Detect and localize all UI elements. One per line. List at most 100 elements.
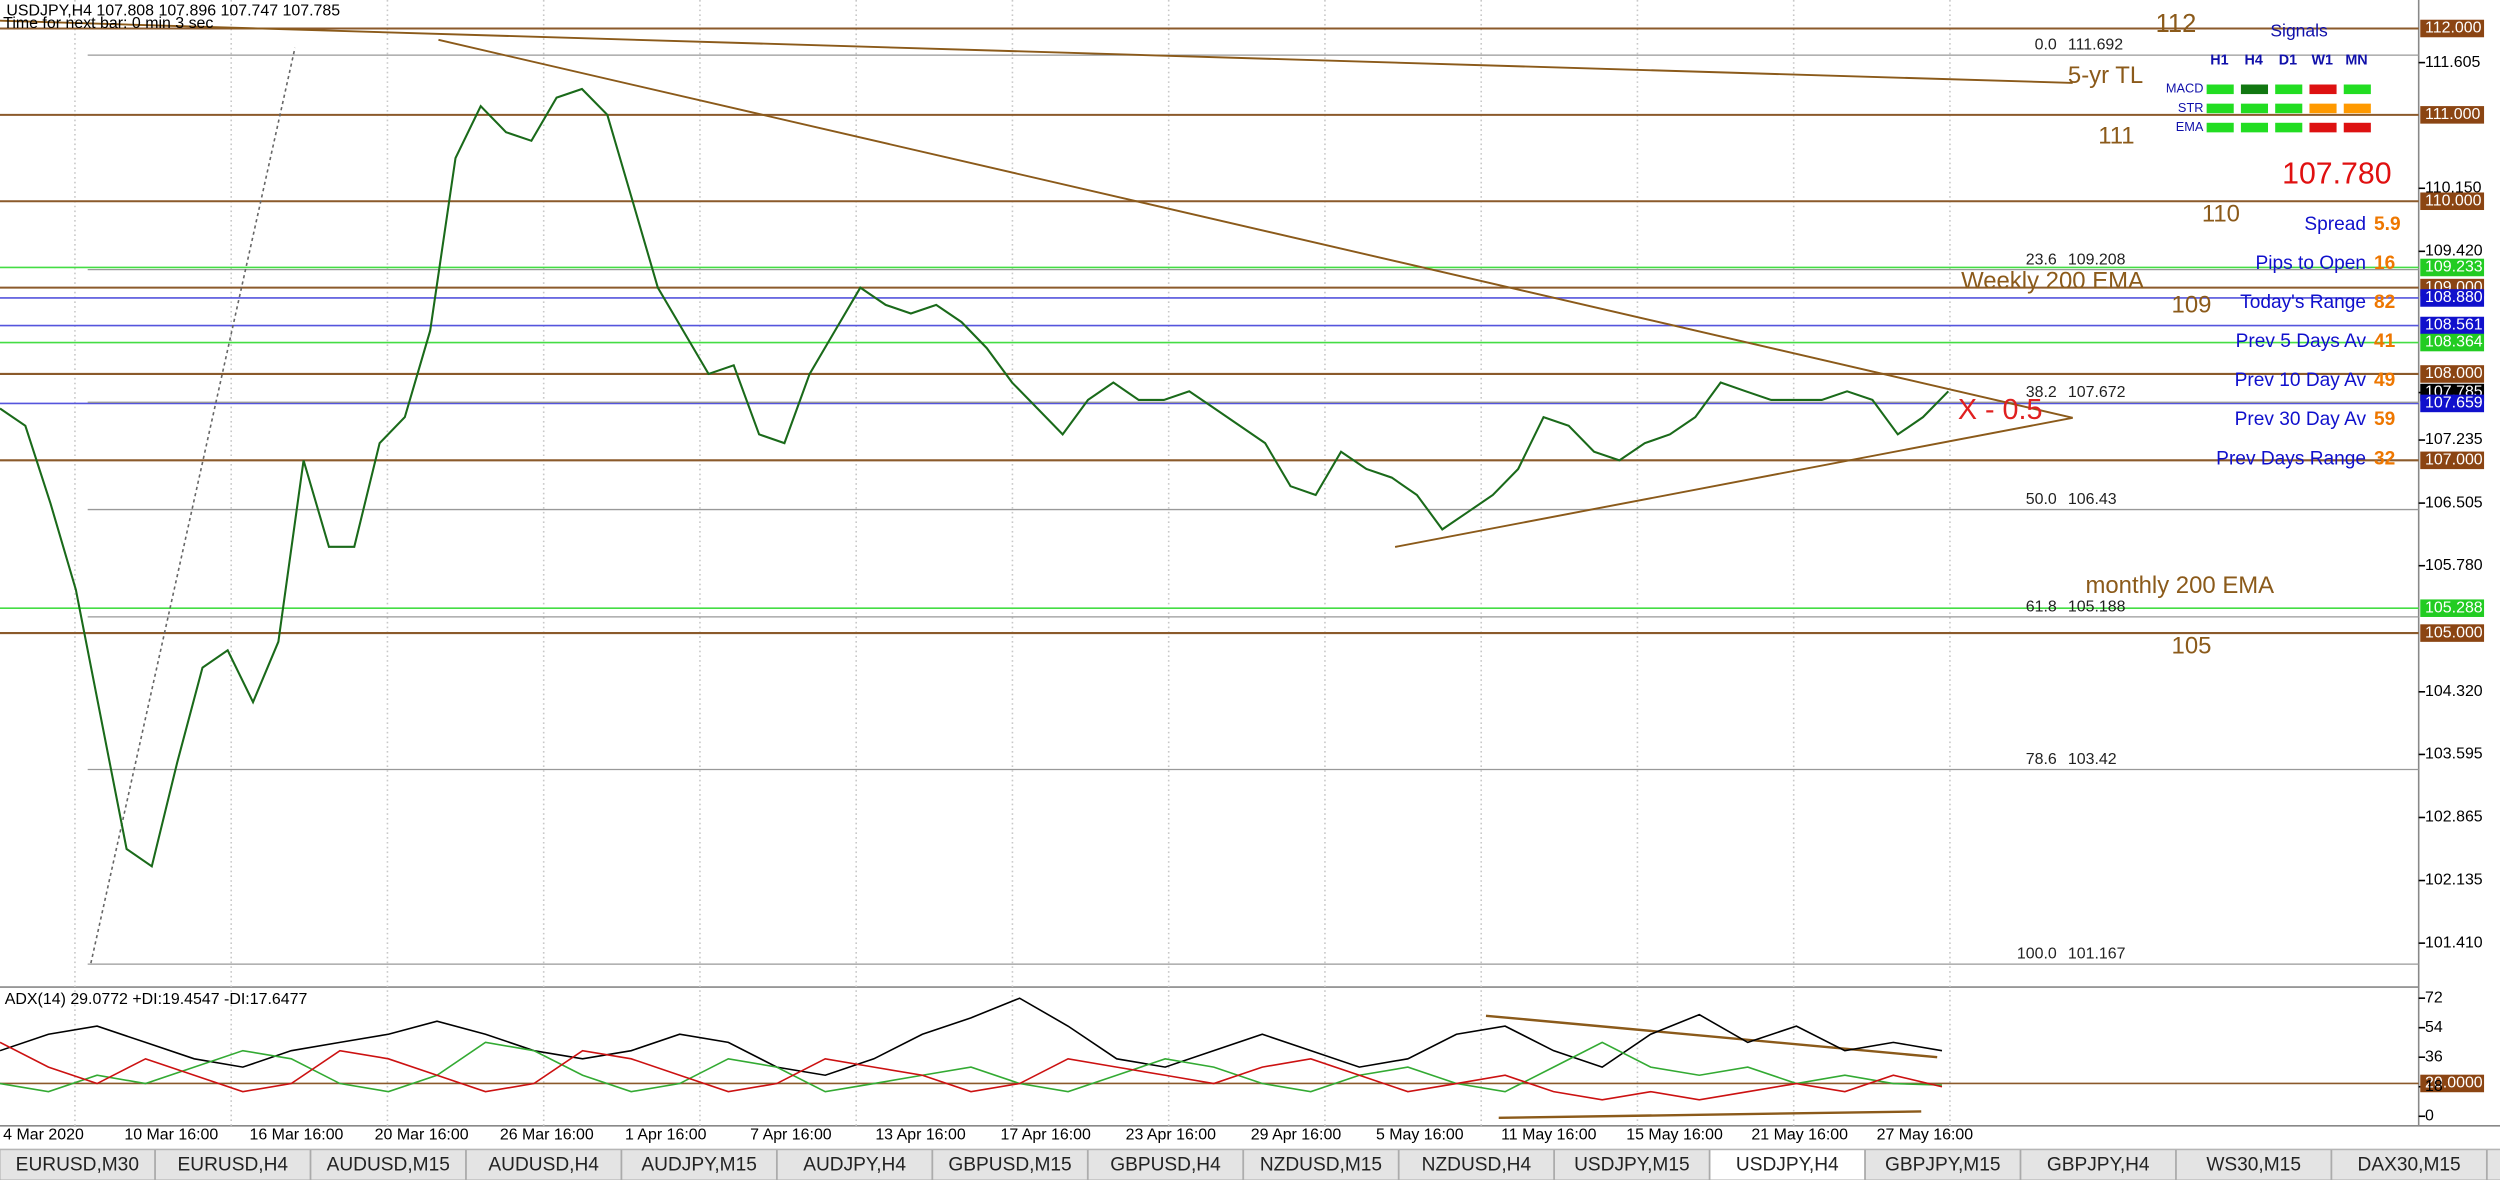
time-label: 4 Mar 2020 [3, 1127, 84, 1144]
annotation: 109 [2172, 291, 2212, 318]
signal-cell [2206, 122, 2234, 133]
annotation: monthly 200 EMA [2085, 572, 2274, 599]
time-label: 20 Mar 16:00 [375, 1127, 469, 1144]
tab[interactable] [310, 1149, 467, 1180]
tab[interactable] [1709, 1149, 1866, 1180]
tab[interactable] [154, 1149, 311, 1180]
price-label: 108.364 [2425, 334, 2483, 351]
price-line [0, 87, 1950, 869]
tab-label[interactable]: GBPJPY,H4 [2047, 1155, 2150, 1176]
tab-label[interactable]: DAX30,M15 [2358, 1155, 2461, 1176]
current-price: 107.780 [2282, 157, 2391, 190]
fib-ratio: 0.0 [2035, 37, 2057, 54]
tab[interactable] [0, 1149, 156, 1180]
fib-price: 106.43 [2068, 491, 2117, 508]
stat-value: 16 [2374, 253, 2395, 274]
tab-label[interactable]: AUDJPY,H4 [803, 1155, 906, 1176]
tab[interactable] [1398, 1149, 1555, 1180]
tab[interactable] [1087, 1149, 1244, 1180]
tab[interactable] [1554, 1149, 1710, 1180]
signal-cell [2275, 84, 2303, 95]
price-label: 108.880 [2425, 289, 2483, 306]
stat-label: Pips to Open [2256, 253, 2367, 274]
price-label: 111.605 [2425, 54, 2480, 71]
tab-label[interactable]: GBPJPY,M15 [1885, 1155, 2001, 1176]
fib-price: 107.672 [2068, 384, 2126, 401]
price-label: 101.410 [2425, 934, 2483, 951]
trendline [1485, 1014, 1938, 1059]
tab-label[interactable]: NZDUSD,M15 [1260, 1155, 1382, 1176]
trendlines [0, 19, 2073, 1120]
time-label: 7 Apr 16:00 [750, 1127, 832, 1144]
price-label-box [2420, 106, 2485, 124]
price-label-box [2420, 599, 2485, 617]
trendline [438, 38, 2073, 419]
price-label-box [2420, 333, 2485, 352]
trendline [0, 19, 2073, 84]
tab-label[interactable]: WS30,M15 [2206, 1155, 2301, 1176]
price-label: 103.595 [2425, 746, 2483, 763]
symbol-header: USDJPY,H4 107.808 107.896 107.747 107.78… [6, 2, 340, 19]
signal-column: H1 [2210, 52, 2228, 68]
price-label: 109.233 [2425, 259, 2483, 276]
time-label: 16 Mar 16:00 [250, 1127, 344, 1144]
tab[interactable] [1864, 1149, 2021, 1180]
tab[interactable] [2331, 1149, 2487, 1180]
tab[interactable] [2020, 1149, 2177, 1180]
tab[interactable] [776, 1149, 933, 1180]
tab[interactable] [2486, 1149, 2500, 1180]
fib-ratio: 50.0 [2026, 491, 2057, 508]
signal-cell [2343, 84, 2371, 95]
stat-label: Prev Days Range [2216, 448, 2366, 469]
tab-label[interactable]: AUDUSD,H4 [488, 1155, 599, 1176]
signal-cell [2240, 84, 2269, 95]
fib-ratio: 78.6 [2026, 751, 2057, 768]
signal-row: EMA [2176, 119, 2204, 134]
tab-label[interactable]: AUDUSD,M15 [327, 1155, 450, 1176]
stat-label: Prev 10 Day Av [2235, 370, 2367, 391]
price-label: 108.000 [2425, 365, 2483, 382]
annotation: 110 [2202, 201, 2240, 228]
adx-title: ADX(14) 29.0772 +DI:19.4547 -DI:17.6477 [5, 991, 308, 1008]
price-label: 102.135 [2425, 872, 2483, 889]
time-label: 1 Apr 16:00 [625, 1127, 707, 1144]
signal-row: STR [2178, 100, 2203, 115]
tab-label[interactable]: GBPUSD,H4 [1110, 1155, 1221, 1176]
signal-cell [2206, 103, 2234, 114]
tab[interactable] [2175, 1149, 2332, 1180]
signal-cell [2343, 103, 2371, 114]
price-label: 107.235 [2425, 431, 2483, 448]
levels [0, 27, 2426, 1118]
signal-cell [2275, 103, 2303, 114]
stat-value: 49 [2374, 370, 2395, 391]
tab[interactable] [465, 1149, 622, 1180]
tab-label[interactable]: AUDJPY,M15 [641, 1155, 757, 1176]
signal-row: MACD [2166, 81, 2204, 96]
price-label: 107.659 [2425, 395, 2483, 412]
tab-label[interactable]: GBPUSD,M15 [948, 1155, 1071, 1176]
annotation: 112 [2156, 10, 2197, 38]
price-label: 110.150 [2425, 179, 2482, 196]
signal-cell [2206, 84, 2234, 95]
price-label: 105.288 [2425, 599, 2483, 616]
tab[interactable] [932, 1149, 1088, 1180]
signal-cell [2240, 103, 2269, 114]
tab-label[interactable]: USDJPY,M15 [1574, 1155, 1690, 1176]
tab-label[interactable]: EURUSD,H4 [178, 1155, 289, 1176]
tab-label[interactable]: USDJPY,H4 [1736, 1155, 1839, 1176]
tab[interactable] [621, 1149, 777, 1180]
price-label: 105.780 [2425, 557, 2483, 574]
stat-value: 82 [2374, 292, 2395, 313]
adx-tick-label: 36 [2425, 1048, 2443, 1065]
fib-price: 101.167 [2068, 946, 2126, 963]
annotation: 111 [2098, 122, 2134, 149]
trendline [1394, 416, 2073, 548]
signal-cell [2343, 122, 2371, 133]
tab-label[interactable]: EURUSD,M30 [16, 1155, 139, 1176]
tab[interactable] [1243, 1149, 1399, 1180]
tab-label[interactable]: NZDUSD,H4 [1422, 1155, 1532, 1176]
stat-value: 59 [2374, 409, 2395, 430]
